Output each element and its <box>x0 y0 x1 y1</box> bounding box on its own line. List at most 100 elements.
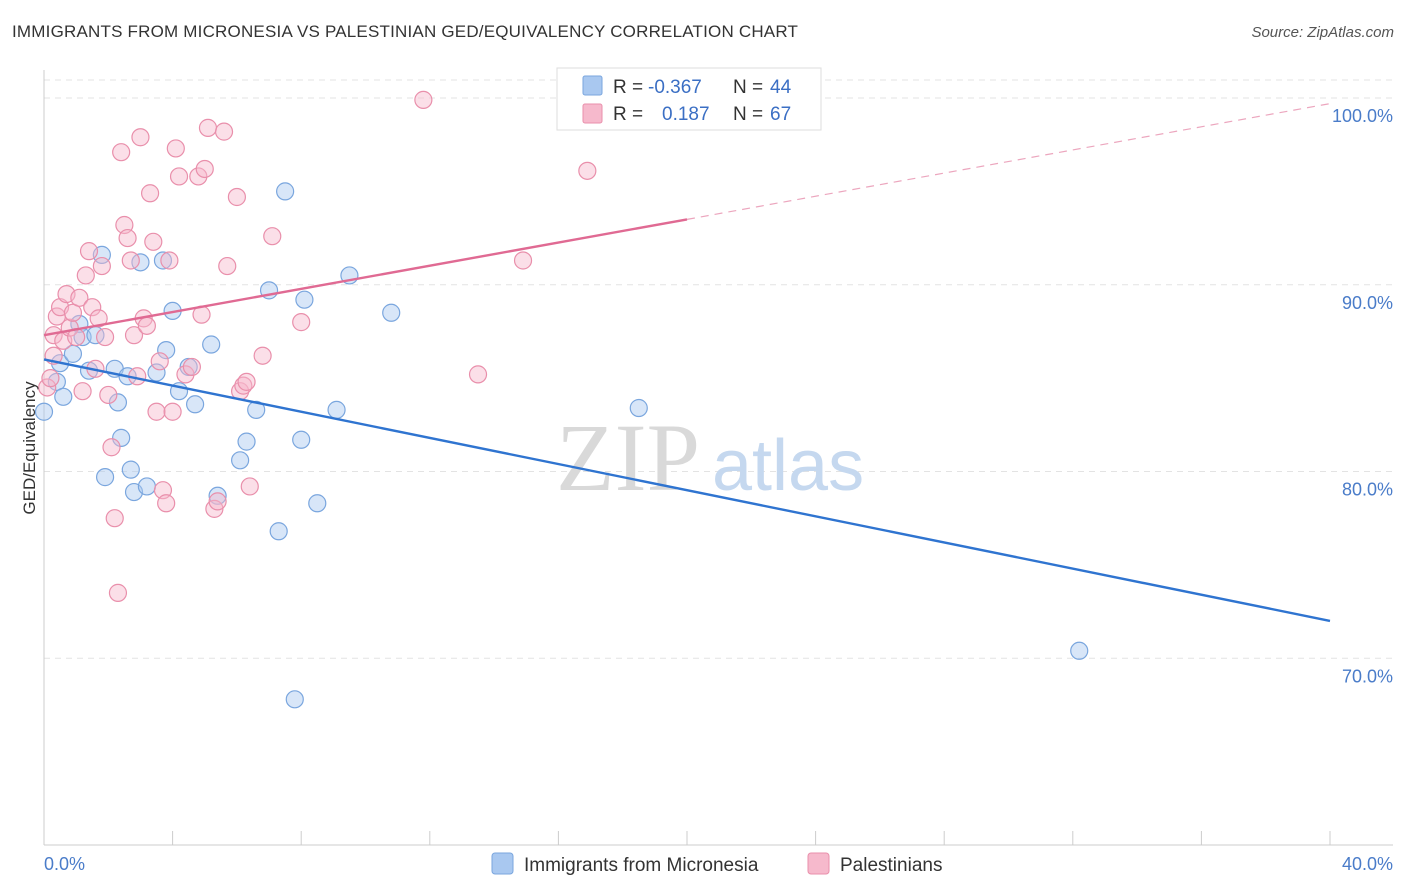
point-s1-52 <box>218 256 237 276</box>
point-s1-9 <box>63 303 83 322</box>
point-s0-19 <box>147 363 166 382</box>
point-s1-18 <box>92 256 111 276</box>
trend-line-s1 <box>43 218 688 337</box>
chart-source: Source: ZipAtlas.com <box>1251 24 1394 41</box>
point-s0-21 <box>157 341 176 360</box>
point-s1-41 <box>166 139 185 158</box>
point-s1-59 <box>263 227 282 246</box>
watermark: ZIP atlas <box>556 404 864 511</box>
point-s1-38 <box>157 494 176 513</box>
point-s0-25 <box>186 395 205 414</box>
series-0-points <box>34 182 1089 709</box>
point-s1-28 <box>124 326 144 345</box>
y-tick-label-70: 70.0% <box>1342 666 1393 686</box>
point-s1-45 <box>189 167 208 186</box>
axes <box>43 70 1393 846</box>
point-s1-11 <box>70 288 89 307</box>
point-s1-13 <box>76 266 95 285</box>
point-s1-43 <box>176 365 195 384</box>
point-s0-40 <box>382 303 401 322</box>
point-s0-42 <box>1070 641 1089 660</box>
point-s1-32 <box>137 316 156 335</box>
y-tick-label-100: 100.0% <box>1332 106 1393 126</box>
point-s0-35 <box>292 430 311 449</box>
legend-r-label-2: R = <box>613 104 643 125</box>
point-s1-35 <box>147 402 166 421</box>
point-s1-1 <box>41 369 60 388</box>
legend-n-value-1: 44 <box>770 77 792 98</box>
point-s1-40 <box>163 402 182 421</box>
bottom-legend-label-palestinians: Palestinians <box>840 855 942 876</box>
point-s1-23 <box>108 583 128 602</box>
bottom-legend-label-micronesia: Immigrants from Micronesia <box>524 855 759 876</box>
trend-line-s0 <box>43 358 1331 623</box>
point-s1-51 <box>214 122 234 141</box>
legend-swatch-micronesia <box>582 75 603 96</box>
y-tick-label-90: 90.0% <box>1342 293 1393 313</box>
data-points <box>34 90 1089 709</box>
point-s1-58 <box>253 346 272 365</box>
trend-lines <box>43 103 1331 623</box>
point-s1-62 <box>468 365 488 384</box>
point-s1-47 <box>195 159 214 179</box>
point-s1-20 <box>99 385 118 405</box>
point-s1-27 <box>121 251 140 270</box>
point-s1-22 <box>105 509 124 528</box>
grid-lines <box>44 79 1393 659</box>
legend-box: R = -0.367 N = 44 R = 0.187 N = 67 <box>556 67 822 131</box>
watermark-zip: ZIP <box>556 404 700 511</box>
y-tick-labels: 70.0% 80.0% 90.0% 100.0% <box>1332 106 1393 686</box>
point-s1-14 <box>79 242 99 261</box>
point-s1-63 <box>513 251 533 270</box>
point-s1-44 <box>182 357 201 377</box>
point-s0-3 <box>54 387 73 406</box>
point-s0-28 <box>231 451 250 470</box>
point-s1-42 <box>169 167 189 186</box>
point-s1-36 <box>150 352 169 371</box>
chart-title: IMMIGRANTS FROM MICRONESIA VS PALESTINIA… <box>12 22 799 41</box>
point-s1-34 <box>144 232 163 251</box>
point-s0-0 <box>34 402 54 421</box>
point-s0-37 <box>308 494 327 513</box>
y-tick-label-80: 80.0% <box>1342 480 1393 500</box>
point-s1-50 <box>208 492 227 511</box>
point-s0-34 <box>285 690 304 709</box>
watermark-atlas: atlas <box>712 426 864 506</box>
point-s1-12 <box>73 382 92 401</box>
point-s1-39 <box>160 251 179 270</box>
point-s0-12 <box>108 393 128 412</box>
point-s0-33 <box>276 182 295 201</box>
bottom-legend-swatch-micronesia <box>491 852 514 875</box>
legend-n-label-1: N = <box>733 77 763 98</box>
y-axis-label: GED/Equivalency <box>20 381 39 515</box>
point-s0-15 <box>121 460 140 479</box>
legend-n-value-2: 67 <box>770 104 791 125</box>
x-tick-label-min: 0.0% <box>44 854 85 874</box>
point-s1-33 <box>140 184 160 203</box>
point-s1-24 <box>112 143 131 162</box>
point-s1-15 <box>83 298 102 317</box>
x-tick-label-max: 40.0% <box>1342 854 1393 874</box>
point-s0-38 <box>327 400 346 419</box>
point-s1-64 <box>578 161 597 180</box>
legend-r-label-1: R = <box>613 77 643 98</box>
point-s1-60 <box>292 313 311 332</box>
trend-line-extension-s1 <box>686 103 1331 220</box>
point-s0-36 <box>295 290 314 309</box>
point-s0-10 <box>95 468 115 487</box>
bottom-legend: Immigrants from Micronesia Palestinians <box>491 852 942 876</box>
point-s1-53 <box>227 187 246 207</box>
point-s1-26 <box>118 228 137 248</box>
legend-swatch-palestinians <box>582 103 603 124</box>
legend-n-label-2: N = <box>733 104 763 125</box>
legend-r-value-2: 0.187 <box>662 104 710 125</box>
bottom-legend-swatch-palestinians <box>807 852 830 875</box>
point-s0-41 <box>629 398 648 418</box>
point-s0-29 <box>237 432 256 451</box>
point-s1-19 <box>95 327 115 347</box>
point-s1-61 <box>414 90 433 109</box>
point-s1-48 <box>198 118 218 137</box>
point-s1-57 <box>240 477 259 496</box>
point-s0-32 <box>269 522 288 541</box>
